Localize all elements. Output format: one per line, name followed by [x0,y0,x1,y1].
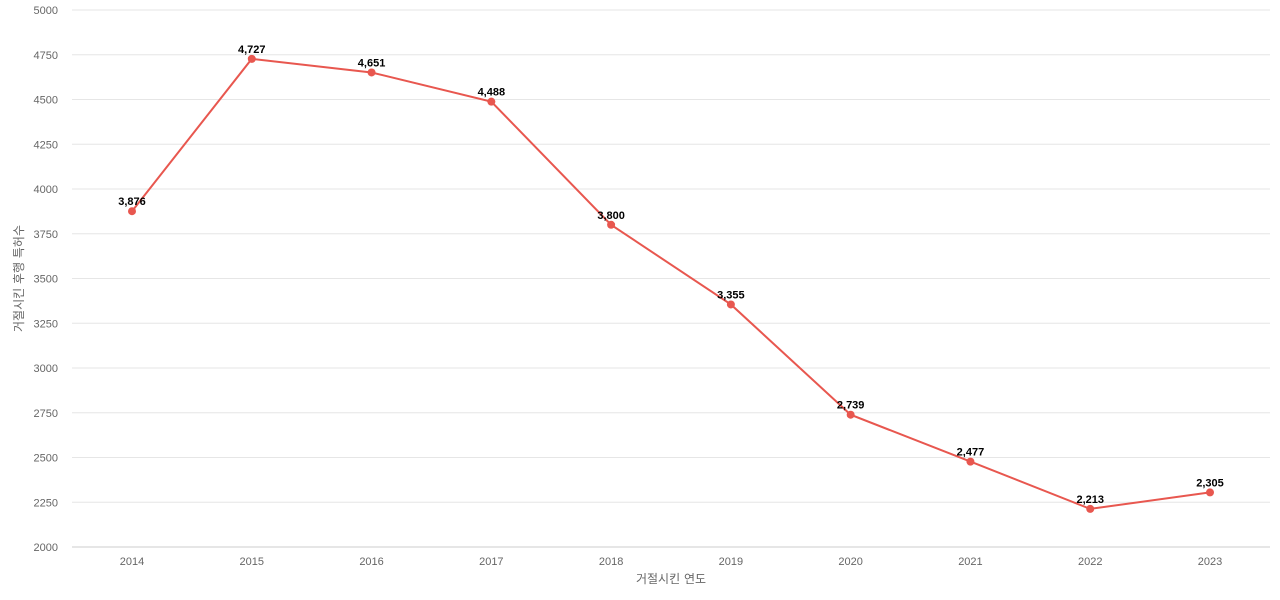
y-axis-ticks: 2000 2250 2500 2750 3000 3250 3500 3750 4000 4250… [34,5,58,554]
data-label: 2,477 [957,447,985,459]
y-tick-label: 2000 [34,542,58,554]
data-label: 3,355 [717,289,745,301]
y-tick-label: 5000 [34,5,58,17]
data-point [128,207,136,216]
y-tick-label: 2500 [34,453,58,465]
data-label: 3,876 [118,196,146,208]
data-point [487,97,496,106]
y-tick-label: 4250 [34,139,58,151]
data-label: 2,305 [1196,477,1224,489]
y-tick-label: 4500 [34,95,58,107]
data-point [726,300,735,309]
y-tick-label: 4000 [34,184,58,196]
x-tick-label: 2020 [838,556,862,568]
x-tick-label: 2014 [120,556,144,568]
data-label: 2,213 [1076,494,1104,506]
x-tick-label: 2016 [359,556,383,568]
y-tick-label: 2750 [34,408,58,420]
x-tick-label: 2017 [479,556,503,568]
x-tick-label: 2018 [599,556,623,568]
data-point [607,220,616,229]
data-label: 4,651 [358,57,386,69]
y-tick-label: 3000 [34,363,58,375]
data-point [1086,504,1095,513]
y-tick-label: 3500 [34,274,58,286]
data-point [367,68,376,77]
data-label: 2,739 [837,400,865,412]
data-label: 4,727 [238,44,266,56]
data-point [1206,488,1214,497]
x-tick-label: 2023 [1198,556,1222,568]
data-label: 3,800 [597,210,625,222]
x-tick-label: 2015 [240,556,264,568]
data-point [247,54,256,63]
series-line [131,57,1211,510]
data-point [846,410,855,419]
x-axis-ticks: 2014 2015 2016 2017 2018 2019 2020 2021 2022 2023 [120,556,1222,568]
y-tick-label: 3250 [34,318,58,330]
y-tick-label: 3750 [34,229,58,241]
data-point [966,457,975,466]
x-axis-title: 거절시킨 연도 [636,572,706,586]
series-layer [128,54,1214,513]
x-tick-label: 2019 [719,556,743,568]
x-tick-label: 2021 [958,556,982,568]
data-label: 4,488 [478,87,506,99]
y-tick-label: 4750 [34,50,58,62]
data-labels: 3,876 4,727 4,651 4,488 3,800 3,355 2,739 2,477… [118,44,1224,506]
y-axis-title: 거절시킨 후행 특허수 [11,225,26,332]
gridlines [72,9,1270,503]
y-tick-label: 2250 [34,497,58,509]
x-tick-label: 2022 [1078,556,1102,568]
